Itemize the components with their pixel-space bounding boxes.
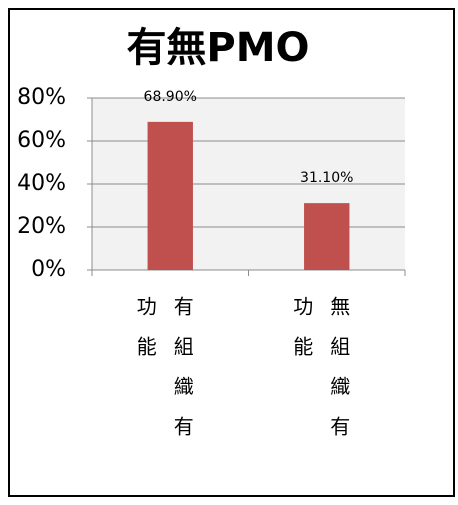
y-tick-label: 40% bbox=[17, 171, 66, 196]
y-tick-label: 60% bbox=[17, 128, 66, 153]
y-tick-label: 80% bbox=[17, 85, 66, 110]
data-label: 68.90% bbox=[144, 89, 197, 105]
bar bbox=[304, 203, 350, 270]
y-tick-label: 0% bbox=[31, 257, 66, 282]
y-tick-label: 20% bbox=[17, 214, 66, 239]
bar bbox=[147, 121, 193, 271]
data-label: 31.10% bbox=[300, 170, 353, 186]
x-tick-label: 無組織有功能 bbox=[289, 296, 351, 456]
x-tick-label: 有組織有功能 bbox=[133, 296, 195, 456]
chart-title: 有無PMO bbox=[126, 25, 309, 71]
